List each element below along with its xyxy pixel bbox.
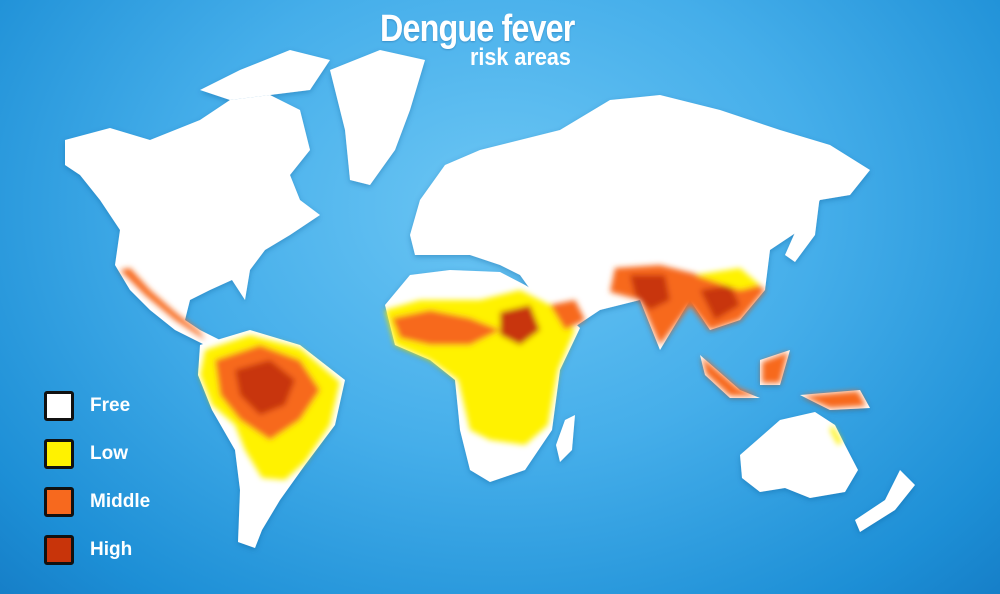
legend: Free Low Middle High	[44, 382, 150, 574]
map-title: Dengue fever	[380, 8, 575, 50]
legend-swatch	[44, 487, 74, 517]
legend-label: Middle	[90, 491, 151, 512]
map-subtitle: risk areas	[470, 44, 571, 71]
legend-label: Free	[90, 395, 131, 416]
risk-areas	[120, 265, 866, 480]
legend-swatch	[44, 535, 74, 565]
greenland	[330, 50, 425, 185]
new-zealand	[855, 470, 915, 532]
arctic-islands	[200, 50, 330, 100]
risk-indonesia	[702, 352, 866, 408]
risk-asia-low	[695, 268, 760, 290]
legend-label: Low	[90, 443, 128, 464]
legend-item-free: Free	[44, 382, 150, 430]
risk-africa-high	[500, 305, 540, 345]
risk-high	[235, 360, 295, 415]
north-america	[65, 95, 320, 345]
risk-africa-low	[385, 290, 575, 445]
risk-australia-low	[830, 425, 842, 445]
risk-central-america	[120, 268, 205, 340]
legend-label: High	[90, 539, 133, 560]
risk-asia-high	[630, 275, 740, 320]
australia	[740, 412, 858, 498]
risk-africa-middle	[392, 310, 500, 345]
legend-item-middle: Middle	[44, 478, 150, 526]
risk-arabia	[550, 300, 585, 330]
legend-swatch	[44, 439, 74, 469]
legend-swatch	[44, 391, 74, 421]
legend-item-low: Low	[44, 430, 150, 478]
madagascar	[556, 415, 575, 462]
japan	[785, 195, 820, 262]
legend-item-high: High	[44, 526, 150, 574]
